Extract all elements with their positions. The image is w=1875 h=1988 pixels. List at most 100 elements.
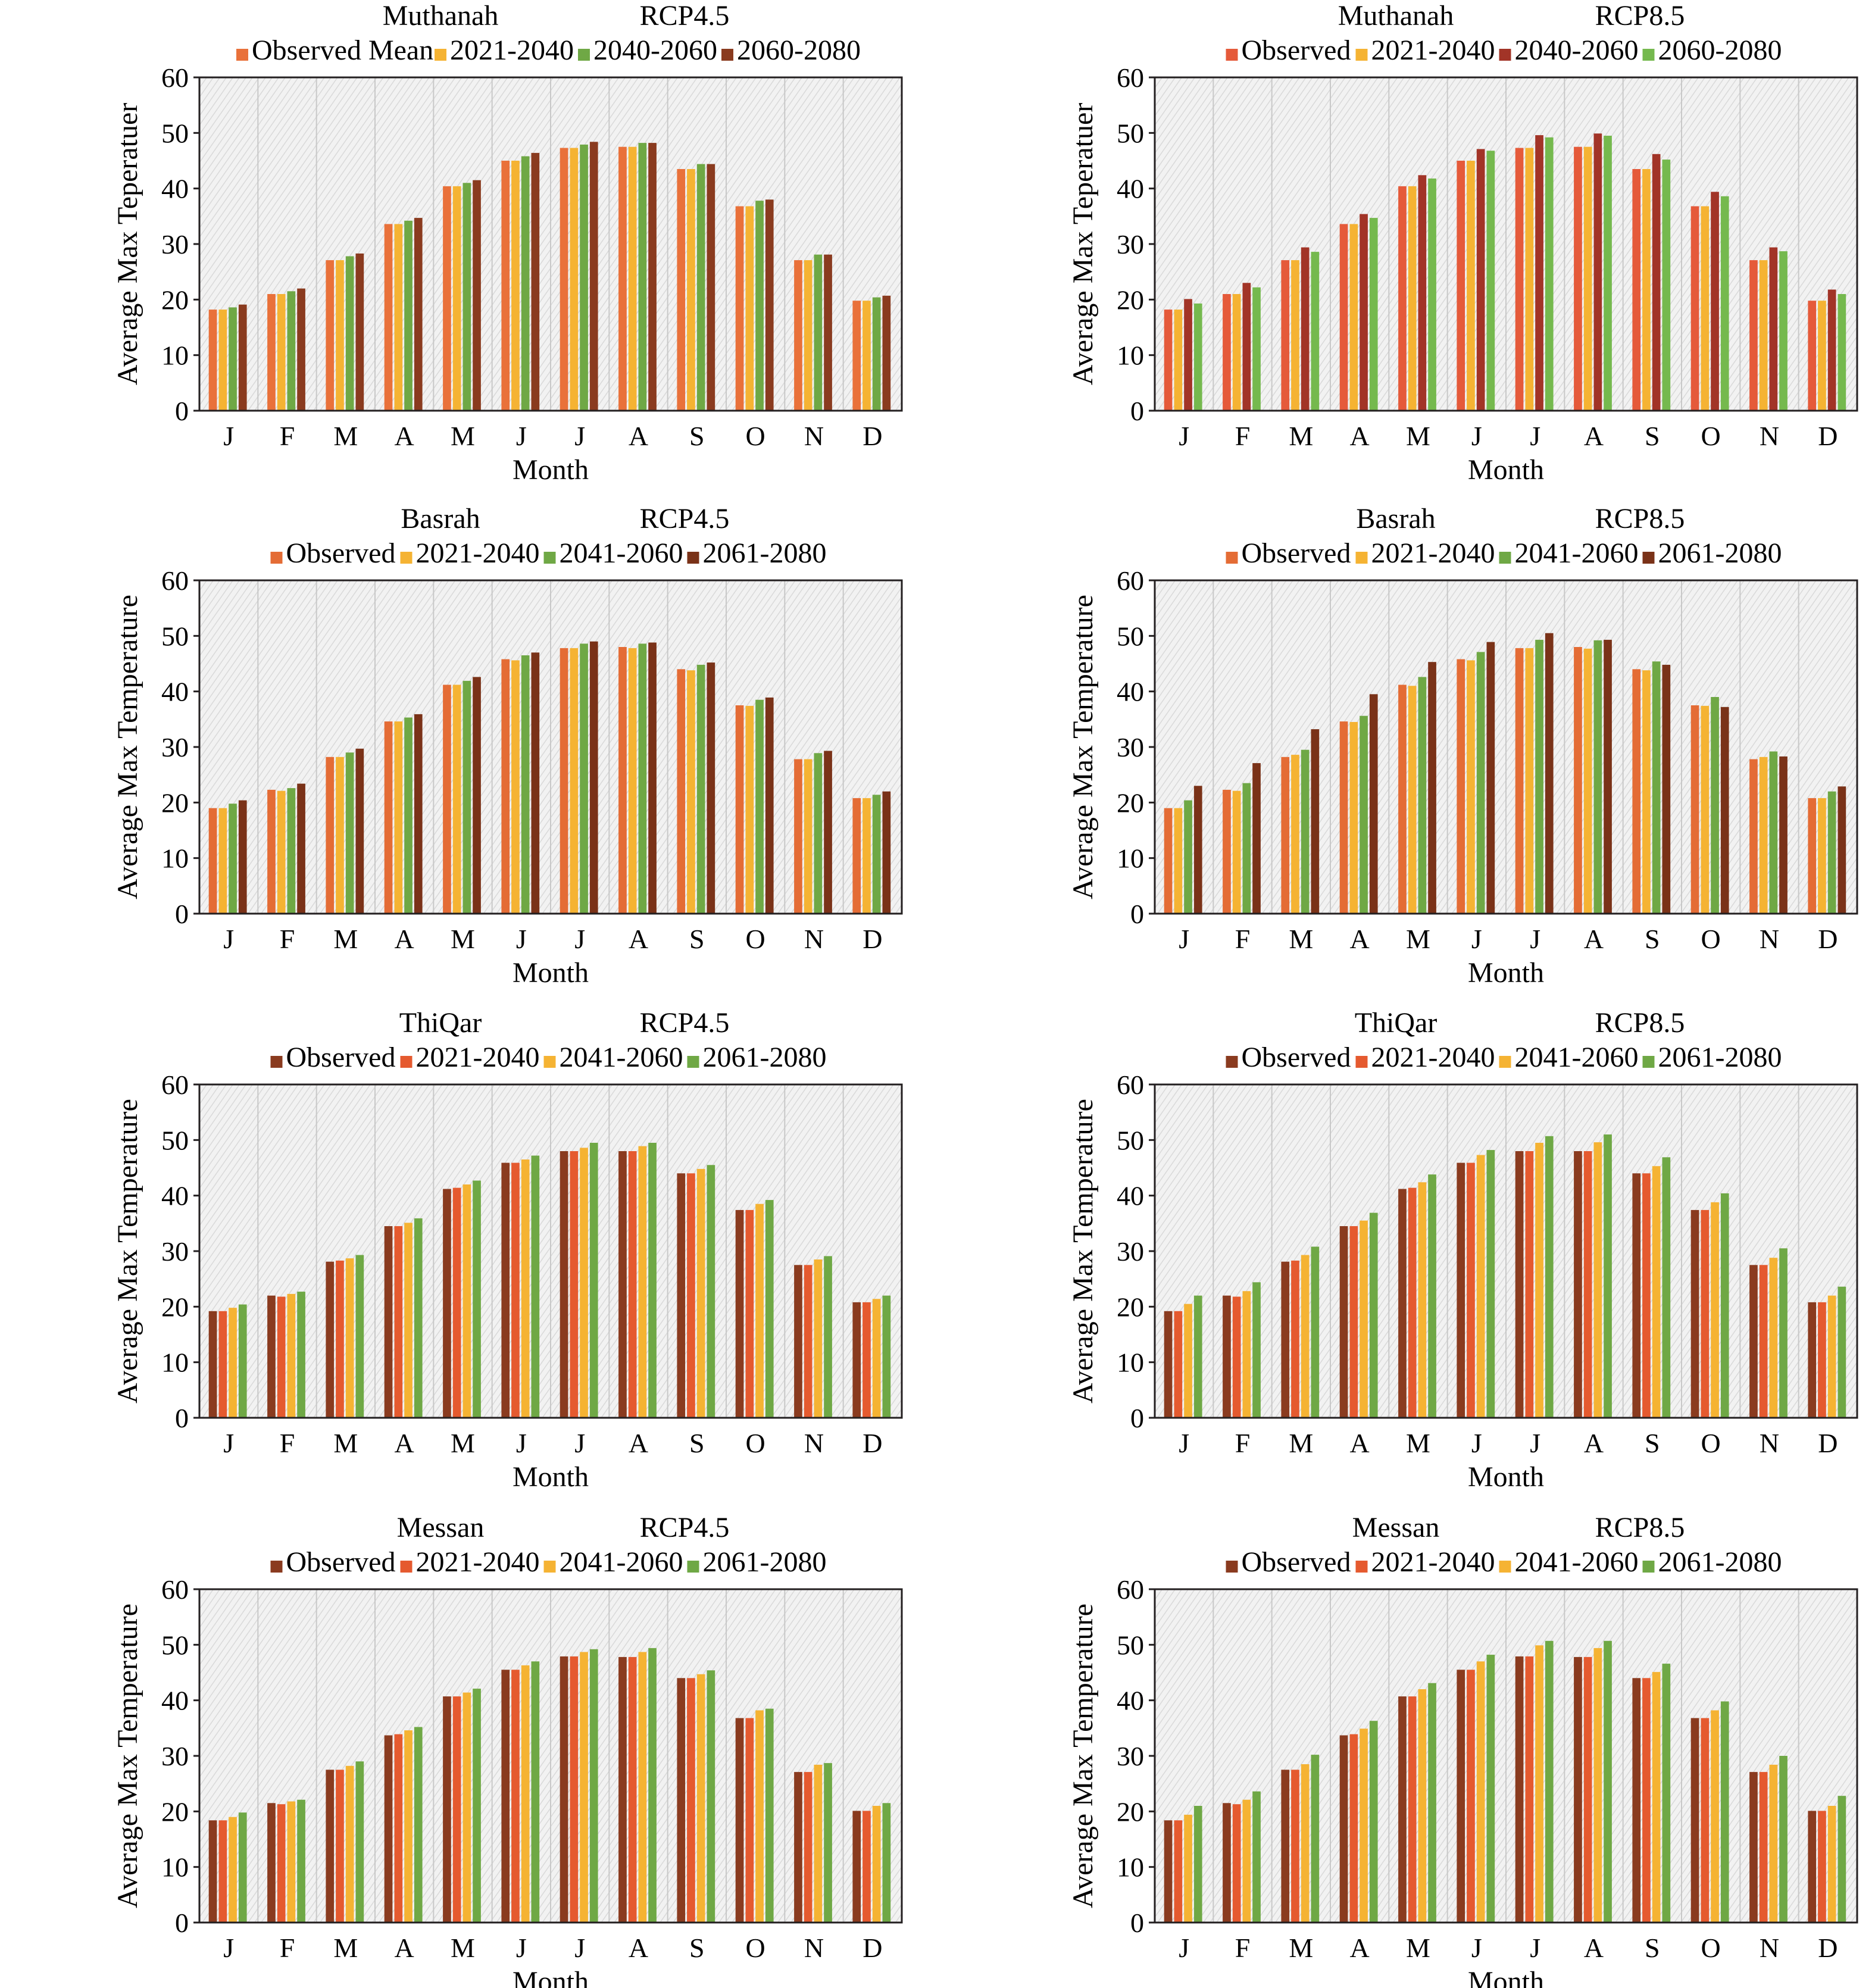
x-tick-label: J (1530, 1428, 1540, 1458)
bar-basrah-rcp45-1-1 (208, 808, 217, 914)
x-axis-label: Month (512, 957, 589, 989)
x-tick-label: M (333, 924, 358, 954)
bar-basrah-rcp85-2-5 (1408, 686, 1417, 914)
bar-basrah-rcp85-3-3 (1301, 749, 1310, 914)
bar-messan-rcp45-1-12 (852, 1811, 861, 1923)
bar-muthanah-rcp45-3-6 (521, 156, 530, 411)
x-tick-label: F (280, 1428, 295, 1458)
x-tick-label: S (1645, 421, 1660, 451)
x-tick-label: A (1584, 421, 1604, 451)
bar-basrah-rcp85-4-5 (1428, 662, 1436, 914)
legend-label-2: 2021-2040 (416, 537, 540, 569)
bar-messan-rcp45-1-5 (443, 1696, 451, 1923)
plot-frame (1154, 579, 1858, 915)
bar-thiqar-rcp85-3-4 (1360, 1220, 1368, 1418)
bar-basrah-rcp45-2-7 (570, 648, 579, 914)
legend-swatch-4 (1642, 1056, 1655, 1068)
chart-panel-messan-rcp45: Messan RCP4.5 Observed 2021-2040 2041-2060 20… (12, 1512, 905, 1988)
bar-thiqar-rcp85-1-4 (1339, 1226, 1348, 1418)
legend-swatch-1 (1226, 552, 1238, 564)
legend-swatch-4 (1642, 552, 1655, 564)
bar-muthanah-rcp45-3-10 (755, 201, 764, 411)
y-tick-label: 40 (1117, 174, 1144, 204)
bar-messan-rcp85-1-7 (1515, 1656, 1524, 1923)
bar-muthanah-rcp85-1-5 (1398, 186, 1407, 411)
x-tick-label: A (395, 1933, 414, 1963)
bar-thiqar-rcp45-2-11 (804, 1265, 812, 1418)
bar-messan-rcp85-4-2 (1252, 1791, 1261, 1923)
bar-muthanah-rcp85-2-11 (1759, 260, 1768, 411)
bar-messan-rcp45-2-9 (687, 1678, 695, 1923)
bar-messan-rcp85-2-11 (1759, 1772, 1768, 1923)
bar-basrah-rcp85-4-11 (1779, 756, 1788, 914)
bar-basrah-rcp85-4-3 (1311, 729, 1320, 914)
bar-muthanah-rcp45-3-4 (404, 220, 412, 411)
bar-basrah-rcp85-1-7 (1515, 648, 1524, 914)
bar-muthanah-rcp85-4-12 (1838, 294, 1846, 411)
bar-thiqar-rcp85-2-5 (1408, 1187, 1417, 1418)
x-tick-label: J (516, 1933, 527, 1963)
x-tick-label: D (862, 924, 882, 954)
bar-basrah-rcp85-2-4 (1349, 722, 1358, 914)
x-tick-label: J (1530, 1933, 1540, 1963)
bar-muthanah-rcp45-2-3 (336, 260, 344, 411)
bar-basrah-rcp45-2-10 (745, 705, 754, 914)
bar-thiqar-rcp45-3-11 (814, 1259, 823, 1418)
bar-messan-rcp45-4-5 (473, 1689, 481, 1923)
x-tick-label: A (1350, 1428, 1370, 1458)
bar-basrah-rcp45-3-4 (404, 717, 412, 914)
bar-thiqar-rcp85-3-5 (1418, 1182, 1427, 1418)
bar-basrah-rcp85-3-10 (1711, 697, 1719, 914)
bar-muthanah-rcp45-3-8 (638, 143, 647, 411)
bar-messan-rcp45-3-12 (872, 1806, 881, 1923)
legend-swatch-3 (1499, 552, 1511, 564)
x-tick-label: O (1701, 421, 1721, 451)
bar-thiqar-rcp45-4-5 (473, 1180, 481, 1418)
bar-messan-rcp45-2-12 (862, 1811, 871, 1923)
bar-thiqar-rcp85-2-8 (1583, 1151, 1592, 1418)
bar-thiqar-rcp85-4-12 (1838, 1286, 1846, 1418)
bar-messan-rcp45-1-2 (267, 1803, 276, 1923)
bar-muthanah-rcp45-1-3 (326, 260, 335, 411)
bar-muthanah-rcp45-4-9 (707, 164, 715, 411)
bar-basrah-rcp45-1-3 (326, 757, 335, 914)
bar-thiqar-rcp45-1-5 (443, 1189, 451, 1418)
y-tick-label: 60 (161, 1070, 189, 1100)
bar-thiqar-rcp45-1-12 (852, 1302, 861, 1418)
x-axis-label: Month (512, 1461, 589, 1493)
x-tick-label: A (395, 1428, 414, 1458)
bar-messan-rcp85-1-5 (1398, 1696, 1407, 1923)
y-tick-label: 30 (1117, 1741, 1144, 1771)
bar-messan-rcp85-2-5 (1408, 1696, 1417, 1923)
chart-title: ThiQar (1355, 1007, 1438, 1039)
y-axis-label: Average Max Temperature (1067, 1603, 1099, 1908)
y-tick-label: 10 (161, 843, 189, 874)
bar-chart-muthanah-rcp85: Muthanah RCP8.5 Observed 2021-2040 2040-2060… (1067, 0, 1858, 486)
bar-muthanah-rcp45-1-2 (267, 294, 276, 411)
bar-muthanah-rcp85-4-7 (1545, 137, 1554, 411)
bar-thiqar-rcp45-3-3 (345, 1258, 354, 1418)
y-tick-label: 0 (175, 1908, 189, 1938)
bar-thiqar-rcp85-1-6 (1457, 1162, 1465, 1418)
y-tick-label: 10 (161, 1852, 189, 1883)
y-tick-label: 50 (161, 118, 189, 148)
bar-messan-rcp85-3-4 (1360, 1728, 1368, 1923)
bar-messan-rcp45-3-2 (287, 1801, 296, 1923)
x-tick-label: N (804, 924, 824, 954)
bar-basrah-rcp85-2-6 (1467, 660, 1475, 914)
bar-thiqar-rcp85-4-4 (1369, 1212, 1378, 1418)
bar-basrah-rcp85-2-10 (1701, 705, 1710, 914)
y-tick-label: 50 (1117, 1125, 1144, 1155)
bar-muthanah-rcp85-3-5 (1418, 175, 1427, 411)
bar-basrah-rcp45-3-3 (345, 752, 354, 914)
y-tick-label: 40 (161, 174, 189, 204)
y-tick-label: 40 (161, 677, 189, 707)
bar-muthanah-rcp85-4-8 (1604, 136, 1612, 411)
bar-thiqar-rcp85-2-10 (1701, 1209, 1710, 1418)
bar-thiqar-rcp85-3-7 (1535, 1143, 1543, 1418)
bar-muthanah-rcp85-3-2 (1242, 283, 1251, 411)
legend-label-4: 2061-2080 (703, 537, 827, 569)
bar-muthanah-rcp85-2-1 (1174, 310, 1183, 411)
bar-basrah-rcp45-4-2 (297, 783, 305, 914)
